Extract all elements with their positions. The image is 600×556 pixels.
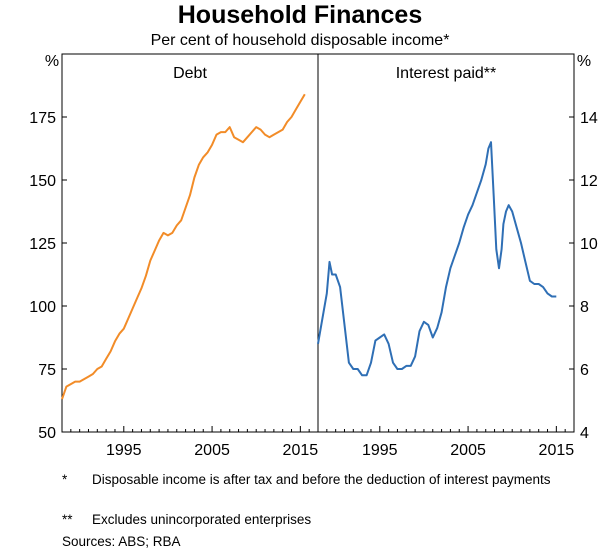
y-tick-label: 14 — [580, 110, 598, 127]
x-tick-label: 2015 — [283, 442, 319, 459]
y-tick-label: 12 — [580, 173, 598, 190]
debt-series-line — [61, 93, 306, 400]
interest-series-line — [317, 141, 557, 377]
y-tick-label: 100 — [29, 299, 56, 316]
x-tick-label: 1995 — [362, 442, 398, 459]
footnote-2-text: Excludes unincorporated enterprises — [92, 512, 312, 527]
debt-panel-title: Debt — [173, 65, 207, 82]
y-tick-label: 8 — [580, 299, 589, 316]
y-tick-label: 50 — [38, 425, 56, 442]
footnote-1-mark: * — [62, 472, 68, 487]
sources-note: Sources: ABS; RBA — [62, 534, 181, 549]
interest-panel-title: Interest paid** — [396, 65, 497, 82]
debt-unit-label: % — [45, 53, 59, 70]
x-tick-label: 2005 — [450, 442, 486, 459]
x-tick-label: 2005 — [194, 442, 230, 459]
interest-unit-label: % — [577, 53, 591, 70]
y-tick-label: 150 — [29, 173, 56, 190]
x-tick-label: 1995 — [106, 442, 142, 459]
footnote-1-text: Disposable income is after tax and befor… — [92, 472, 551, 487]
y-tick-label: 75 — [38, 362, 56, 379]
y-tick-label: 6 — [580, 362, 589, 379]
chart-title: Household Finances — [177, 1, 423, 29]
footnote-2-mark: ** — [62, 512, 73, 527]
y-tick-label: 4 — [580, 425, 589, 442]
x-tick-label: 2015 — [539, 442, 575, 459]
chart-subtitle: Per cent of household disposable income* — [150, 32, 450, 49]
y-tick-label: 175 — [29, 110, 56, 127]
household-finances-chart: Debt% 50 75 100 125 150 175 1995 2005 2015 Interes… — [29, 53, 598, 459]
y-tick-label: 10 — [580, 236, 598, 253]
y-tick-label: 125 — [29, 236, 56, 253]
